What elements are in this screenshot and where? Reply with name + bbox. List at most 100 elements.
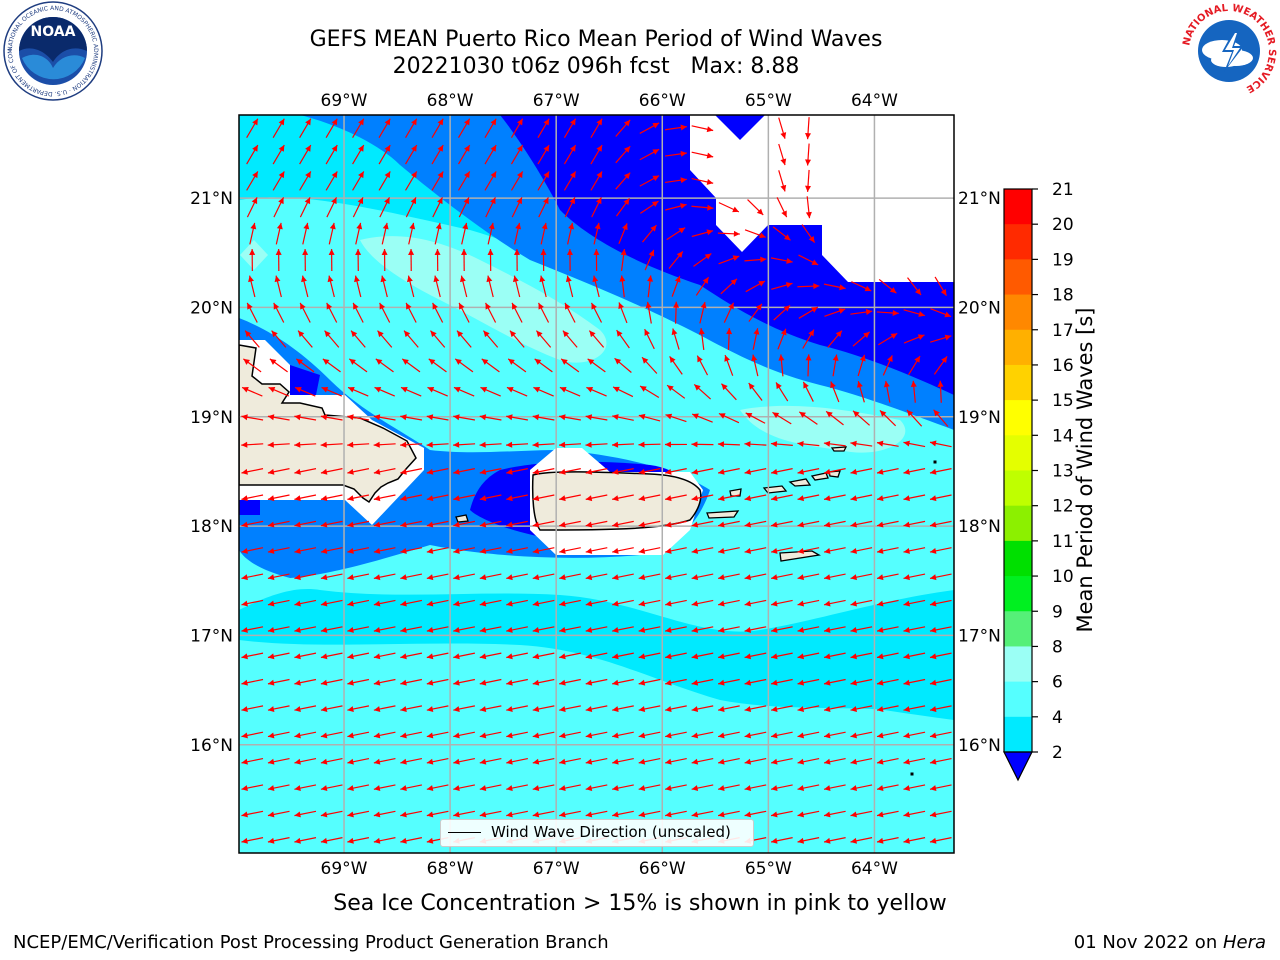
wave-arrow [299,302,311,323]
wave-arrow [559,547,581,554]
wave-arrow [903,599,926,607]
wave-arrow [378,118,391,138]
wave-arrow [275,222,283,245]
wave-arrow [744,626,767,633]
wave-arrow [665,203,687,211]
wave-arrow [691,229,714,238]
wave-arrow [612,468,634,475]
wave-arrow [373,837,396,844]
wave-arrow [903,626,926,633]
wave-arrow [744,494,767,502]
wave-arrow [453,652,475,660]
wave-arrow [403,330,419,348]
wave-arrow [929,652,952,660]
wave-arrow [591,197,602,218]
wave-arrow [718,599,740,607]
wave-arrow [426,652,449,660]
axis-tick-labels: 69°W 69°W 68°W 68°W 67°W 67°W 66°W 66°W 65°W 65°W… [190,91,1001,879]
colorbar-segment [1004,470,1032,507]
wave-arrow [593,248,600,271]
wave-arrow [506,784,528,792]
wave-arrow [717,441,740,448]
wave-arrow [241,468,264,475]
wave-arrow [823,599,846,607]
wave-arrow [378,171,391,191]
footer-date: 01 Nov 2022 on Hera [1074,932,1266,953]
lat-tick-label: 19°N [958,408,1001,428]
colorbar-segment [1004,505,1032,542]
wave-arrow [825,410,844,426]
wave-arrow [510,144,524,165]
wave-arrow [405,302,417,323]
wave-arrow [347,441,370,448]
wave-arrow [797,705,820,712]
wave-arrow [616,198,630,217]
wave-arrow [294,386,316,397]
wave-arrow [532,678,555,686]
wave-arrow [929,520,952,528]
wave-arrow [355,248,362,271]
wave-arrow [718,573,740,581]
wave-arrow [320,441,343,448]
wave-arrow [641,356,658,374]
wave-arrow [929,573,952,581]
wave-arrow [876,626,899,633]
wave-arrow [565,275,574,298]
wave-arrow [459,275,468,298]
wave-arrow [850,547,873,554]
wave-arrow [771,282,793,290]
wave-arrow [373,547,396,554]
wave-arrow [876,837,899,844]
lon-tick-label: 66°W [639,91,686,111]
colorbar-segment [1004,681,1032,718]
wave-arrow [347,573,370,581]
wave-arrow [585,494,608,502]
wave-arrow [400,468,423,475]
wave-arrow [823,810,846,818]
wave-arrow [241,678,264,686]
wave-arrow [433,275,441,298]
wave-arrow [246,171,259,191]
wave-arrow [718,626,740,633]
wave-arrow [458,197,470,218]
wave-arrow [770,468,793,475]
wave-arrow [585,520,608,528]
wave-arrow [408,222,416,245]
map-frame [238,114,955,854]
wave-arrow [665,520,687,528]
wave-arrow [585,468,608,475]
wave-arrow [612,757,634,765]
wave-arrow [850,731,873,739]
wave-arrow [664,441,687,448]
wave-arrow [506,520,528,528]
lat-tick-label: 20°N [958,298,1001,318]
wave-arrow [241,837,264,844]
wave-arrow [400,547,423,554]
colorbar-tick-label: 18 [1052,286,1074,306]
wave-arrow [249,222,257,245]
wave-arrow [294,520,317,528]
wave-arrow [487,222,495,245]
wave-arrow [506,652,528,660]
wave-arrow [691,757,714,765]
wave-arrow [563,118,577,138]
wave-arrow [246,197,258,218]
wave-arrow [588,330,605,348]
wave-arrow [696,355,709,376]
wave-arrow [612,705,634,712]
wave-arrow [691,599,714,607]
wave-arrow [907,277,922,296]
wave-arrow [770,731,793,739]
colorbar-extend-triangle [1003,751,1033,782]
wave-arrow [511,197,523,218]
wave-arrow [373,520,396,528]
wave-arrow [718,547,740,554]
wave-arrow [691,678,714,686]
wave-arrow [272,171,285,191]
wave-arrow [721,383,737,401]
wave-arrow [241,731,264,739]
island-st-thomas [762,485,788,494]
wave-arrow [664,124,687,131]
wave-arrow [618,223,628,245]
wave-arrow [506,547,528,554]
